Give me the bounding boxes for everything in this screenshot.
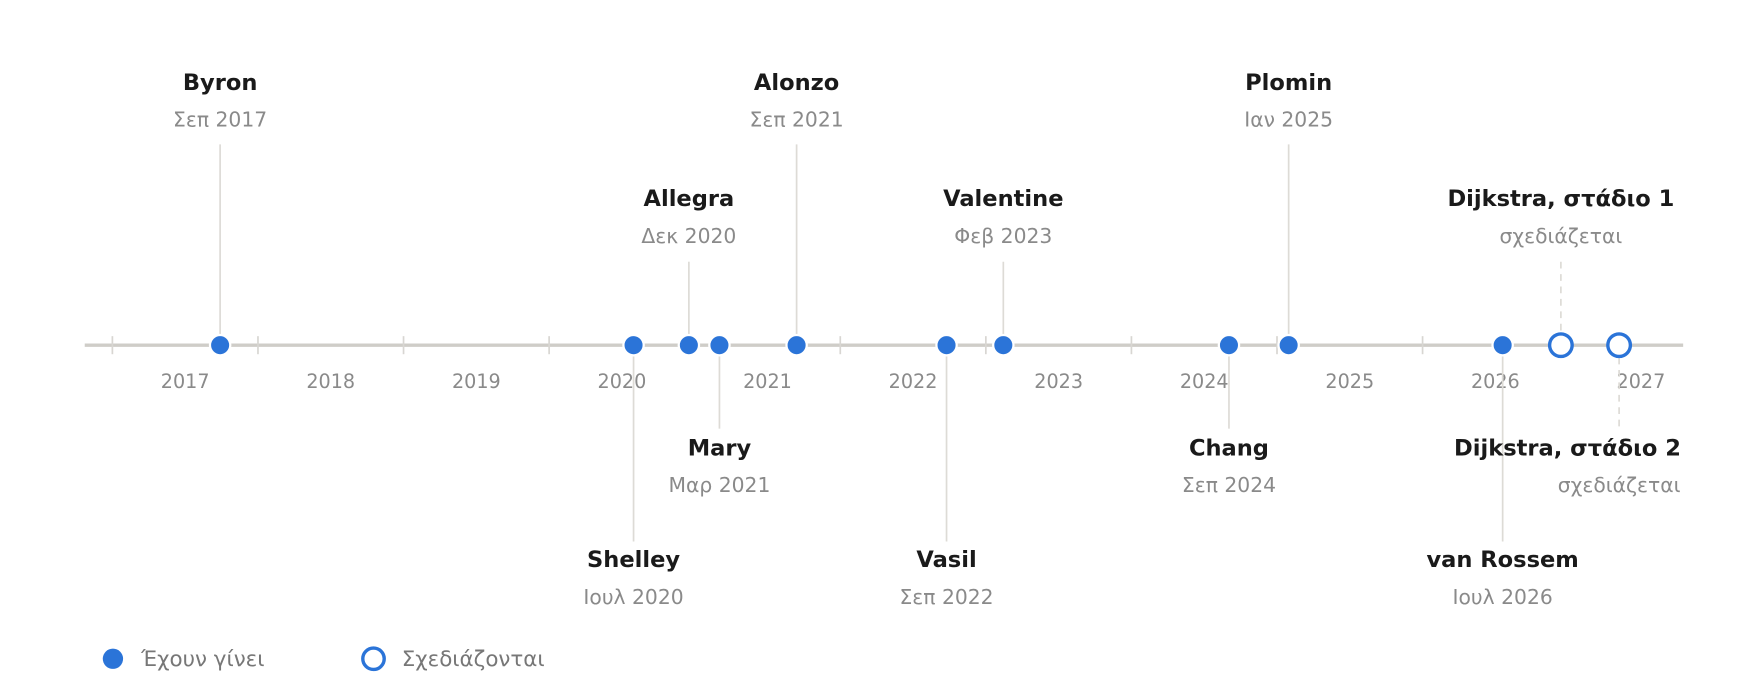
x-tick-label: 2022 bbox=[889, 370, 938, 393]
x-tick-label: 2025 bbox=[1325, 370, 1374, 393]
event-name: Mary bbox=[688, 435, 752, 461]
event-name: Plomin bbox=[1245, 70, 1332, 96]
event-dot bbox=[708, 333, 731, 357]
x-tick-label: 2019 bbox=[452, 370, 501, 393]
event-dot bbox=[1217, 333, 1241, 357]
event-date: σχεδιάζεται bbox=[1500, 224, 1623, 248]
event-name: Chang bbox=[1189, 435, 1269, 461]
event-dot bbox=[785, 333, 808, 357]
event-date: Μαρ 2021 bbox=[669, 473, 771, 497]
event-date: Φεβ 2023 bbox=[954, 224, 1052, 248]
event-name: Shelley bbox=[587, 547, 680, 573]
event-dot bbox=[1606, 332, 1633, 359]
event-date: Σεπ 2022 bbox=[899, 585, 993, 609]
event-dot bbox=[992, 333, 1015, 357]
legend-marker bbox=[361, 646, 386, 672]
event-date: Ιαν 2025 bbox=[1244, 108, 1333, 132]
event-dot bbox=[677, 333, 701, 357]
event-name: van Rossem bbox=[1427, 547, 1579, 573]
event-date: Ιουλ 2026 bbox=[1453, 585, 1553, 609]
x-tick-label: 2021 bbox=[743, 370, 792, 393]
event-name: Dijkstra, στάδιο 1 bbox=[1447, 186, 1674, 212]
event-dot bbox=[935, 333, 958, 357]
x-tick-label: 2018 bbox=[306, 370, 355, 393]
event-name: Vasil bbox=[916, 547, 976, 573]
event-dot bbox=[208, 333, 232, 357]
event-name: Allegra bbox=[644, 186, 735, 212]
x-tick-label: 2024 bbox=[1180, 370, 1229, 393]
x-tick-label: 2023 bbox=[1034, 370, 1083, 393]
legend-marker bbox=[102, 648, 124, 669]
x-tick-label: 2020 bbox=[598, 370, 647, 393]
event-name: Valentine bbox=[943, 186, 1063, 212]
x-tick-label: 2027 bbox=[1617, 370, 1666, 393]
x-tick-label: 2026 bbox=[1471, 370, 1520, 393]
event-date: σχεδιάζεται bbox=[1558, 473, 1681, 497]
legend-label: Σχεδιάζονται bbox=[402, 647, 545, 672]
event-name: Alonzo bbox=[754, 70, 839, 96]
event-name: Dijkstra, στάδιο 2 bbox=[1454, 435, 1681, 461]
event-date: Σεπ 2021 bbox=[750, 108, 844, 132]
event-date: Σεπ 2017 bbox=[173, 108, 267, 132]
event-date: Ιουλ 2020 bbox=[583, 585, 683, 609]
event-dot bbox=[622, 333, 645, 357]
event-dot bbox=[1547, 332, 1574, 359]
event-date: Σεπ 2024 bbox=[1182, 473, 1276, 497]
event-dot bbox=[1491, 333, 1514, 357]
event-name: Byron bbox=[183, 70, 258, 96]
event-date: Δεκ 2020 bbox=[641, 224, 736, 248]
x-tick-label: 2017 bbox=[161, 370, 210, 393]
event-dot bbox=[1277, 333, 1300, 357]
legend-label: Έχουν γίνει bbox=[140, 647, 264, 672]
